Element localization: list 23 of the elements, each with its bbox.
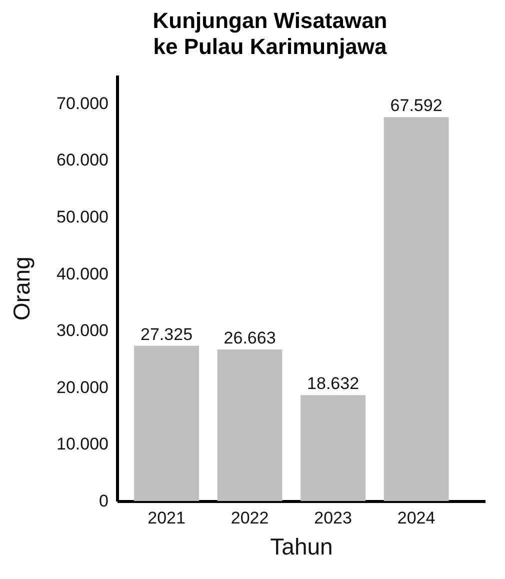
y-tick-label: 50.000: [56, 208, 108, 226]
bar: [300, 395, 366, 501]
y-tick-label: 30.000: [56, 321, 108, 340]
x-tick-label: 2023: [314, 508, 352, 528]
x-axis-title: Tahun: [270, 534, 333, 560]
y-tick-label: 10.000: [56, 434, 108, 454]
bar: [134, 346, 199, 501]
x-tick-label: 2024: [397, 508, 436, 528]
y-tick-label: 0: [99, 492, 108, 510]
data-label: 27.325: [140, 324, 193, 344]
data-label: 67.592: [390, 96, 442, 116]
bar: [384, 117, 449, 501]
y-tick-label: 70.000: [56, 94, 108, 113]
x-tick-label: 2021: [148, 508, 186, 528]
y-tick-label: 60.000: [56, 150, 108, 170]
x-tick-label: 2022: [230, 508, 269, 528]
chart-title: Kunjungan Wisatawan ke Pulau Karimunjawa: [152, 8, 388, 59]
y-tick-label: 40.000: [56, 264, 108, 284]
y-axis-title: Orang: [8, 256, 35, 320]
y-tick-label: 20.000: [56, 378, 108, 397]
data-label: 26.663: [224, 328, 276, 348]
data-label: 18.632: [307, 374, 360, 394]
bar: [217, 350, 282, 501]
